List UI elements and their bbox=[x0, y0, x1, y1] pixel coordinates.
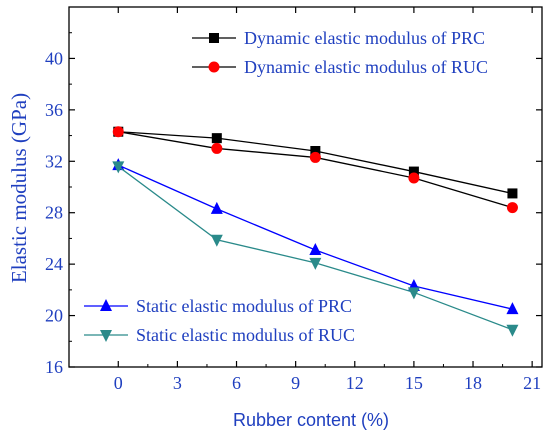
legend-marker bbox=[208, 61, 220, 73]
data-point bbox=[211, 142, 223, 154]
data-point bbox=[506, 202, 518, 214]
y-tick-label: 32 bbox=[45, 151, 63, 171]
legend-marker bbox=[100, 299, 112, 311]
data-point bbox=[507, 188, 518, 199]
legend-label: Dynamic elastic modulus of PRC bbox=[244, 28, 485, 48]
data-point bbox=[407, 287, 420, 300]
x-tick-label: 9 bbox=[291, 373, 300, 393]
data-point bbox=[112, 126, 124, 138]
data-point bbox=[408, 166, 419, 177]
legend-label: Dynamic elastic modulus of RUC bbox=[244, 57, 488, 77]
legend-marker bbox=[100, 330, 112, 342]
series-layer bbox=[112, 126, 519, 337]
data-point bbox=[309, 151, 321, 163]
data-point bbox=[408, 172, 420, 184]
data-point bbox=[210, 201, 223, 214]
x-tick-label: 15 bbox=[405, 373, 423, 393]
series-1 bbox=[112, 126, 518, 214]
data-point bbox=[310, 146, 321, 156]
data-point bbox=[309, 257, 322, 270]
x-tick-label: 21 bbox=[523, 373, 541, 393]
y-tick-label: 20 bbox=[45, 306, 63, 326]
legend-label: Static elastic modulus of RUC bbox=[136, 325, 355, 345]
legend-label: Static elastic modulus of PRC bbox=[136, 296, 352, 316]
y-tick-label: 36 bbox=[45, 100, 63, 120]
x-tick-label: 3 bbox=[173, 373, 182, 393]
series-line bbox=[118, 131, 513, 209]
series-line bbox=[118, 164, 513, 310]
legend-marker bbox=[209, 33, 219, 43]
x-tick-label: 12 bbox=[346, 373, 364, 393]
y-tick-label: 16 bbox=[45, 357, 63, 377]
x-tick-label: 18 bbox=[464, 373, 482, 393]
legend-layer: Dynamic elastic modulus of PRC Dynamic el… bbox=[84, 28, 488, 345]
data-point bbox=[112, 161, 125, 174]
x-tick-label: 6 bbox=[232, 373, 241, 393]
y-tick-label: 28 bbox=[45, 203, 63, 223]
data-point bbox=[309, 243, 322, 255]
series-3 bbox=[112, 161, 519, 337]
legend-0: Dynamic elastic modulus of PRC Dynamic el… bbox=[192, 28, 488, 77]
y-tick-label: 40 bbox=[45, 48, 63, 68]
y-axis-label: Elastic modulus (GPa) bbox=[7, 93, 31, 283]
data-point bbox=[506, 302, 519, 315]
data-point bbox=[210, 234, 223, 247]
data-point bbox=[506, 324, 519, 337]
x-axis-label: Rubber content (%) bbox=[233, 410, 389, 430]
y-tick-label: 24 bbox=[45, 254, 63, 274]
legend-1: Static elastic modulus of PRC Static elas… bbox=[84, 296, 355, 345]
data-point bbox=[211, 133, 222, 144]
x-tick-label: 0 bbox=[114, 373, 123, 393]
